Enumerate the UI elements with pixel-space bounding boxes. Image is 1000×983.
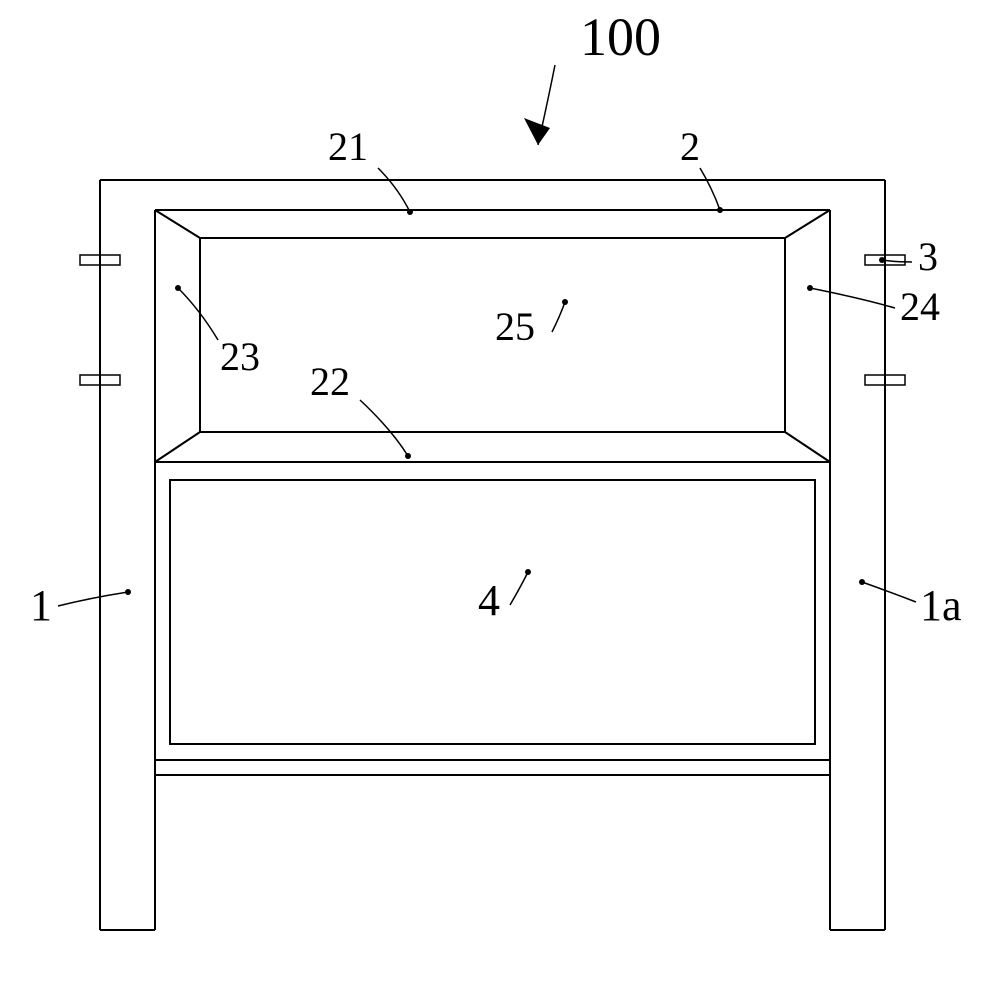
- svg-text:2: 2: [680, 124, 700, 169]
- svg-text:1: 1: [30, 581, 52, 630]
- svg-text:24: 24: [900, 284, 940, 329]
- svg-text:22: 22: [310, 359, 350, 404]
- svg-text:4: 4: [478, 576, 500, 625]
- svg-text:21: 21: [328, 124, 368, 169]
- svg-text:23: 23: [220, 334, 260, 379]
- technical-diagram: 100212324232225411a: [0, 0, 1000, 983]
- svg-text:100: 100: [580, 7, 661, 67]
- svg-text:3: 3: [918, 234, 938, 279]
- svg-text:25: 25: [495, 304, 535, 349]
- svg-text:1a: 1a: [920, 581, 962, 630]
